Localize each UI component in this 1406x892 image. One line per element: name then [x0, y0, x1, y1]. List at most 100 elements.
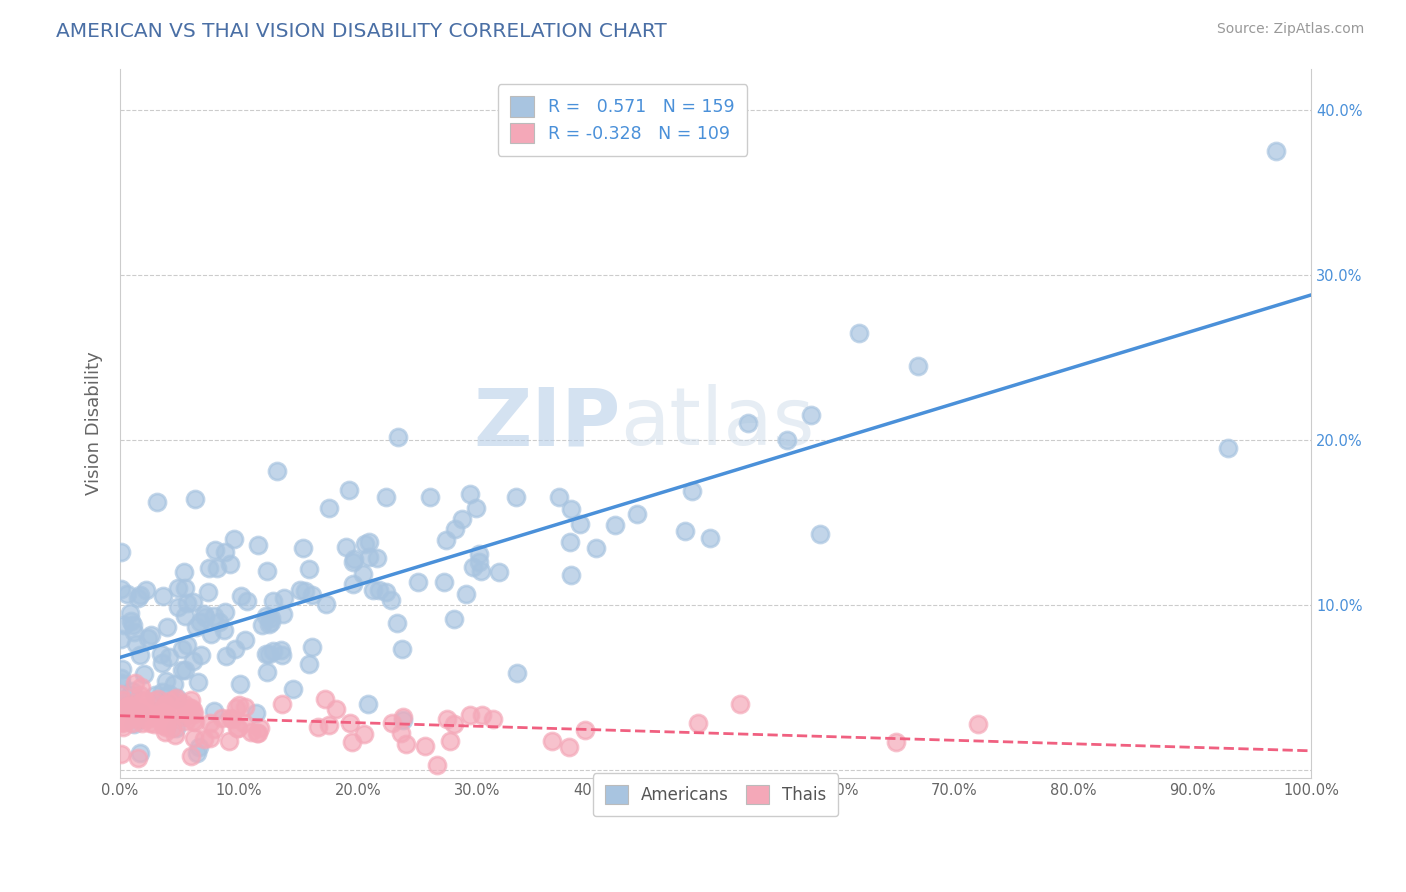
Point [352, 566, 374, 581]
Point [115, 587, 138, 601]
Point [183, 706, 205, 721]
Point [108, 710, 131, 724]
Y-axis label: Vision Disability: Vision Disability [86, 351, 103, 495]
Point [149, 703, 172, 717]
Point [434, 533, 457, 547]
Point [318, 718, 340, 732]
Point [110, 545, 132, 559]
Point [204, 542, 226, 557]
Point [176, 596, 198, 610]
Point [112, 696, 135, 710]
Point [315, 598, 337, 612]
Point [128, 648, 150, 662]
Point [184, 491, 207, 506]
Point [436, 712, 458, 726]
Point [389, 726, 412, 740]
Point [131, 715, 153, 730]
Point [467, 556, 489, 570]
Point [246, 725, 269, 739]
Point [115, 699, 138, 714]
Point [240, 724, 263, 739]
Point [150, 647, 173, 661]
Point [118, 712, 141, 726]
Point [218, 733, 240, 747]
Point [283, 681, 305, 696]
Point [260, 615, 283, 630]
Point [146, 692, 169, 706]
Point [406, 575, 429, 590]
Point [129, 706, 152, 720]
Text: atlas: atlas [620, 384, 814, 462]
Point [256, 564, 278, 578]
Point [193, 607, 215, 621]
Point [699, 531, 721, 545]
Point [800, 408, 823, 422]
Text: AMERICAN VS THAI VISION DISABILITY CORRELATION CHART: AMERICAN VS THAI VISION DISABILITY CORRE… [56, 22, 666, 41]
Point [335, 540, 357, 554]
Point [375, 585, 398, 599]
Point [120, 704, 142, 718]
Point [111, 715, 134, 730]
Point [461, 559, 484, 574]
Point [208, 615, 231, 629]
Point [221, 712, 243, 726]
Point [270, 648, 292, 662]
Point [131, 694, 153, 708]
Point [180, 701, 202, 715]
Point [163, 692, 186, 706]
Point [125, 707, 148, 722]
Point [368, 583, 391, 598]
Point [737, 417, 759, 431]
Point [179, 700, 201, 714]
Point [560, 567, 582, 582]
Point [122, 618, 145, 632]
Point [165, 691, 187, 706]
Point [505, 491, 527, 505]
Point [110, 671, 132, 685]
Point [626, 507, 648, 521]
Point [1216, 441, 1239, 455]
Point [318, 500, 340, 515]
Point [603, 518, 626, 533]
Point [342, 555, 364, 569]
Point [245, 706, 267, 720]
Point [127, 751, 149, 765]
Point [160, 721, 183, 735]
Point [419, 490, 441, 504]
Point [111, 715, 134, 730]
Text: Source: ZipAtlas.com: Source: ZipAtlas.com [1216, 22, 1364, 37]
Point [451, 511, 474, 525]
Point [301, 640, 323, 655]
Point [482, 712, 505, 726]
Point [174, 714, 197, 728]
Point [155, 698, 177, 712]
Point [380, 592, 402, 607]
Point [271, 697, 294, 711]
Point [176, 703, 198, 717]
Point [129, 747, 152, 761]
Point [262, 594, 284, 608]
Point [460, 487, 482, 501]
Point [166, 600, 188, 615]
Point [232, 715, 254, 730]
Point [557, 739, 579, 754]
Point [172, 642, 194, 657]
Point [219, 711, 242, 725]
Point [110, 632, 132, 647]
Point [155, 718, 177, 732]
Point [134, 701, 156, 715]
Point [155, 701, 177, 715]
Point [153, 706, 176, 721]
Point [392, 710, 415, 724]
Point [353, 727, 375, 741]
Point [266, 464, 288, 478]
Point [433, 574, 456, 589]
Point [307, 720, 329, 734]
Point [569, 516, 592, 531]
Point [471, 708, 494, 723]
Point [273, 591, 295, 605]
Point [425, 758, 447, 772]
Point [186, 746, 208, 760]
Point [298, 657, 321, 671]
Point [187, 740, 209, 755]
